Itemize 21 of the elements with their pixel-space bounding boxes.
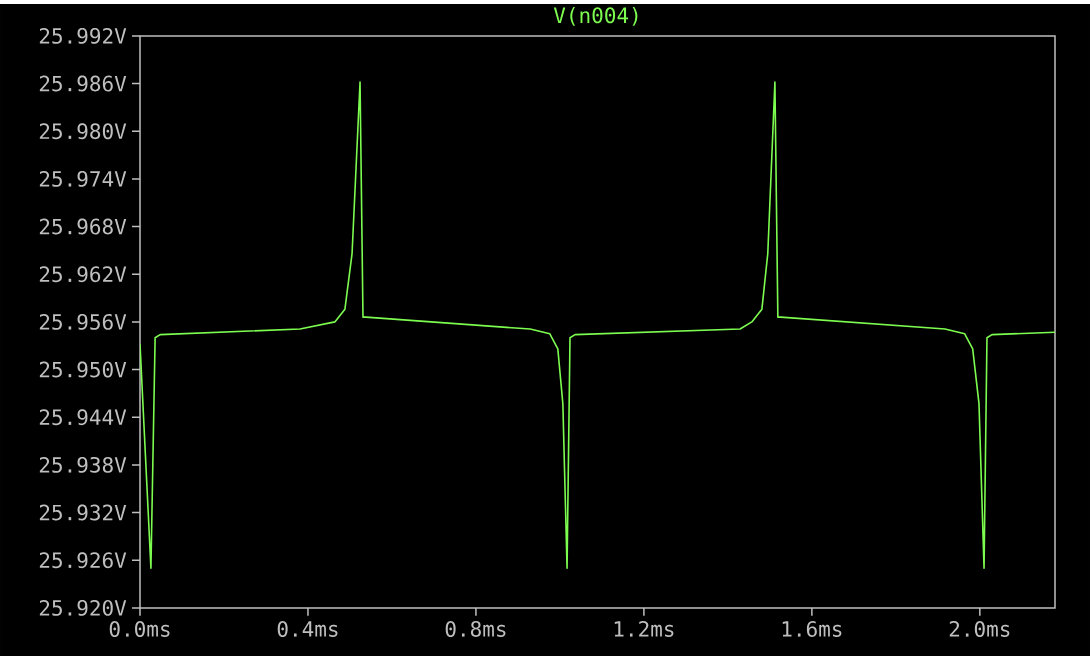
x-tick-label: 1.6ms <box>782 621 842 637</box>
y-tick-label: 25.968V <box>39 218 127 235</box>
line-series <box>140 81 1055 570</box>
x-tick-label: 0.0ms <box>109 621 170 637</box>
y-tick-label: 25.956V <box>39 314 127 330</box>
x-tick-label: 0.4ms <box>277 621 338 637</box>
y-tick-label: 25.980V <box>39 123 127 140</box>
y-tick-label: 25.974V <box>39 171 127 187</box>
y-tick-label: 25.950V <box>39 361 127 378</box>
y-tick-label: 25.992V <box>39 28 127 44</box>
x-tick-label: 0.8ms <box>445 621 506 637</box>
y-tick-label: 25.926V <box>39 552 127 569</box>
chart-title: V(n004) <box>553 7 638 26</box>
x-tick-label: 2.0ms <box>949 621 1010 637</box>
y-tick-label: 25.920V <box>39 599 127 616</box>
y-tick-label: 25.932V <box>39 504 127 521</box>
y-tick-label: 25.962V <box>39 266 127 283</box>
y-tick-label: 25.986V <box>39 75 127 92</box>
x-tick-label: 1.2ms <box>614 621 674 637</box>
y-tick-label: 25.944V <box>39 409 127 426</box>
y-tick-label: 25.938V <box>39 457 127 473</box>
